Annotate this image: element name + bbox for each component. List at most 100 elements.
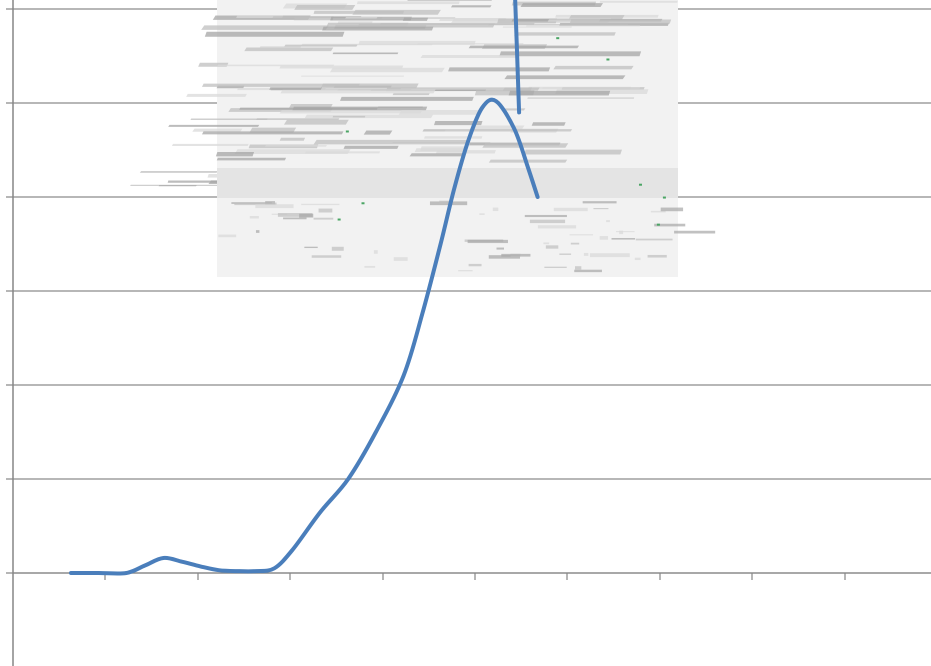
inset-streak: [340, 96, 474, 101]
inset-streak: [450, 5, 492, 8]
inset-streak: [553, 207, 588, 212]
inset-streak: [215, 151, 255, 157]
inset-streak: [501, 253, 531, 257]
inset-streak: [139, 171, 218, 173]
inset-streak: [569, 234, 594, 236]
inset-streak: [496, 247, 504, 250]
inset-streak: [674, 230, 716, 234]
inset-streak: [420, 55, 519, 59]
series-line-1: [69, 97, 540, 576]
inset-streak: [301, 75, 405, 77]
inset-streak: [582, 201, 617, 204]
inset-streak: [332, 115, 366, 118]
inset-streak: [502, 87, 540, 91]
inset-streak: [504, 75, 626, 80]
inset-streak: [256, 118, 340, 120]
inset-speck: [361, 202, 365, 205]
inset-streak: [599, 236, 609, 240]
inset-streak: [611, 237, 636, 240]
inset-streak: [216, 157, 287, 161]
inset-streak: [236, 15, 284, 18]
inset-streak: [574, 269, 602, 273]
inset-streak: [279, 137, 306, 141]
inset-streak: [544, 266, 567, 268]
inset-streak: [599, 0, 678, 3]
inset-streak: [660, 207, 684, 212]
inset-streak: [635, 238, 673, 241]
inset-streak: [492, 207, 499, 212]
inset-streak: [204, 31, 345, 37]
inset-streak: [650, 210, 666, 213]
inset-streak: [264, 145, 327, 147]
inset-streak: [313, 139, 471, 145]
inset-streak: [201, 131, 344, 135]
inset-streak: [524, 149, 622, 155]
inset-streak: [279, 110, 423, 114]
inset-band: [217, 168, 678, 198]
inset-streak: [524, 214, 567, 218]
inset-streak: [313, 10, 405, 14]
inset-streak: [318, 208, 333, 213]
inset-streak: [201, 83, 360, 87]
inset-streak: [167, 180, 233, 183]
inset-streak: [249, 215, 259, 219]
inset-streak: [322, 26, 434, 31]
inset-streak: [469, 125, 525, 130]
inset-streak: [468, 263, 482, 267]
inset-streak: [234, 149, 351, 154]
inset-streak: [239, 107, 378, 110]
inset-streak: [299, 213, 314, 218]
inset-speck: [662, 196, 666, 199]
inset-streak: [190, 118, 268, 120]
inset-streak: [488, 24, 628, 26]
inset-streak: [293, 16, 334, 21]
inset-streak: [526, 25, 641, 27]
inset-streak: [331, 246, 344, 251]
inset-streak: [192, 128, 243, 132]
inset-streak: [593, 207, 609, 210]
inset-streak: [363, 130, 393, 135]
inset-streak: [218, 234, 237, 238]
inset-streak: [393, 257, 408, 261]
inset-streak: [283, 119, 349, 125]
inset-streak: [283, 217, 307, 220]
inset-streak: [332, 52, 399, 55]
inset-streak: [583, 252, 589, 256]
inset-streak: [634, 257, 641, 261]
x-axis-ticks: [6, 8, 846, 580]
inset-speck: [556, 37, 560, 40]
inset-streak: [508, 90, 611, 96]
inset-speck: [638, 183, 642, 186]
inset-streak: [301, 203, 340, 206]
inset-streak: [168, 124, 260, 127]
inset-streak: [364, 265, 376, 268]
inset-streak: [304, 114, 434, 119]
inset-streak: [417, 43, 524, 45]
inset-streak: [439, 200, 450, 205]
inset-streak: [467, 239, 508, 244]
series-group: [69, 0, 540, 576]
inset-streak: [647, 254, 667, 258]
inset-streak: [284, 44, 358, 47]
inset-streak: [409, 153, 465, 157]
inset-streak: [373, 250, 378, 254]
inset-streak: [570, 242, 580, 245]
inset-streak: [488, 255, 521, 259]
inset-streak: [542, 87, 641, 89]
inset-streak: [277, 213, 313, 217]
inset-streak: [531, 122, 566, 126]
inset-streak: [527, 97, 635, 99]
inset-streak: [537, 225, 577, 229]
inset-streak: [499, 51, 642, 57]
inset-streak: [280, 89, 436, 94]
inset-streak: [343, 145, 399, 149]
inset-streak: [420, 146, 468, 152]
inset-streak: [502, 26, 572, 28]
inset-streak: [304, 246, 318, 249]
inset-streak: [479, 213, 485, 215]
inset-streak: [244, 47, 334, 52]
inset-streak: [422, 129, 573, 132]
inset-streak: [392, 93, 430, 96]
inset-streak: [616, 231, 635, 233]
